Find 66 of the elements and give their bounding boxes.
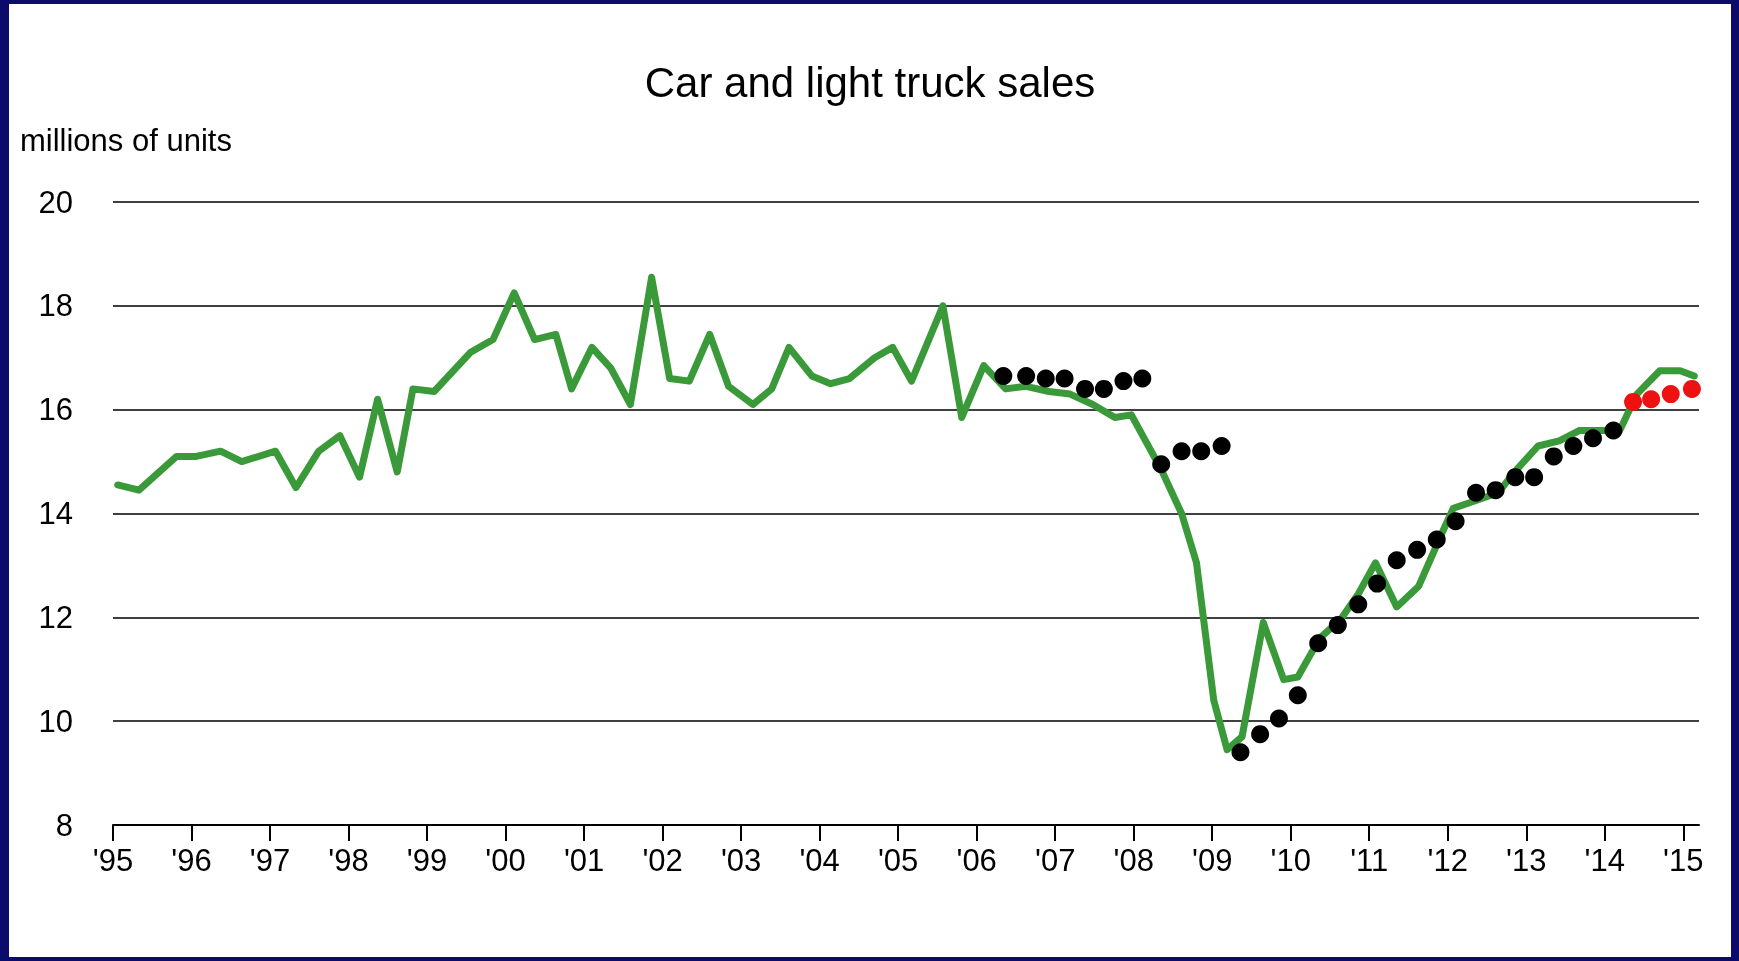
point (1682, 379, 1701, 398)
point (1427, 530, 1446, 549)
point (1486, 481, 1505, 500)
x-tick-label: '07 (1034, 843, 1076, 878)
x-tick-label: '13 (1506, 843, 1547, 878)
x-tick-label: '12 (1427, 843, 1468, 878)
point (1408, 540, 1427, 559)
point (1017, 366, 1036, 385)
y-tick-label: 14 (38, 496, 73, 531)
point (1564, 437, 1583, 455)
point (1172, 442, 1191, 461)
point (1604, 421, 1623, 440)
y-tick-label: 16 (38, 392, 73, 428)
y-tick-label: 12 (38, 599, 73, 635)
point (1251, 725, 1270, 744)
x-tick-label: '04 (799, 843, 840, 878)
point (1368, 574, 1387, 593)
x-tick-label: '03 (720, 843, 762, 878)
point (1055, 369, 1074, 388)
x-tick-label: '09 (1192, 843, 1233, 878)
point (1133, 369, 1152, 388)
x-tick-label: '06 (956, 843, 997, 878)
point (1212, 437, 1231, 455)
x-tick-label: '96 (171, 843, 212, 878)
x-tick-label: '98 (328, 843, 369, 878)
point (1114, 372, 1133, 391)
point (1094, 379, 1113, 398)
x-tick-label: '00 (485, 843, 526, 878)
point (1467, 483, 1486, 502)
x-tick-label: '97 (249, 843, 291, 878)
point (1584, 429, 1603, 448)
point (1506, 468, 1525, 487)
point (1192, 442, 1211, 461)
x-tick-label: '05 (877, 843, 919, 878)
x-tick-label: '14 (1584, 843, 1625, 878)
chart-title: Car and light truck sales (644, 58, 1096, 106)
y-tick-label: 18 (38, 288, 73, 324)
point (1544, 447, 1563, 466)
point (1642, 390, 1661, 409)
y-tick-label: 20 (38, 184, 73, 220)
point (1624, 392, 1643, 411)
x-tick-label: '01 (563, 843, 605, 878)
y-tick-label: 8 (55, 807, 73, 843)
point (1076, 379, 1095, 398)
point (1152, 455, 1171, 474)
x-tick-label: '95 (92, 843, 134, 878)
point (1309, 634, 1328, 653)
point (1446, 512, 1465, 531)
point (1288, 686, 1307, 705)
point (1661, 385, 1680, 404)
y-axis-title: millions of units (20, 123, 232, 158)
x-tick-label: '10 (1270, 843, 1311, 878)
point (1231, 743, 1250, 762)
point (1269, 709, 1288, 728)
point (1036, 369, 1055, 388)
point (1349, 595, 1368, 614)
x-tick-label: '15 (1663, 843, 1704, 878)
x-tick-label: '08 (1113, 843, 1154, 878)
y-tick-label: 10 (38, 703, 73, 739)
point (994, 366, 1013, 385)
point (1328, 616, 1347, 635)
point (1525, 468, 1544, 487)
x-tick-label: '11 (1350, 843, 1389, 878)
x-tick-label: '99 (406, 843, 448, 878)
point (1387, 551, 1406, 570)
x-tick-label: '02 (642, 843, 683, 878)
